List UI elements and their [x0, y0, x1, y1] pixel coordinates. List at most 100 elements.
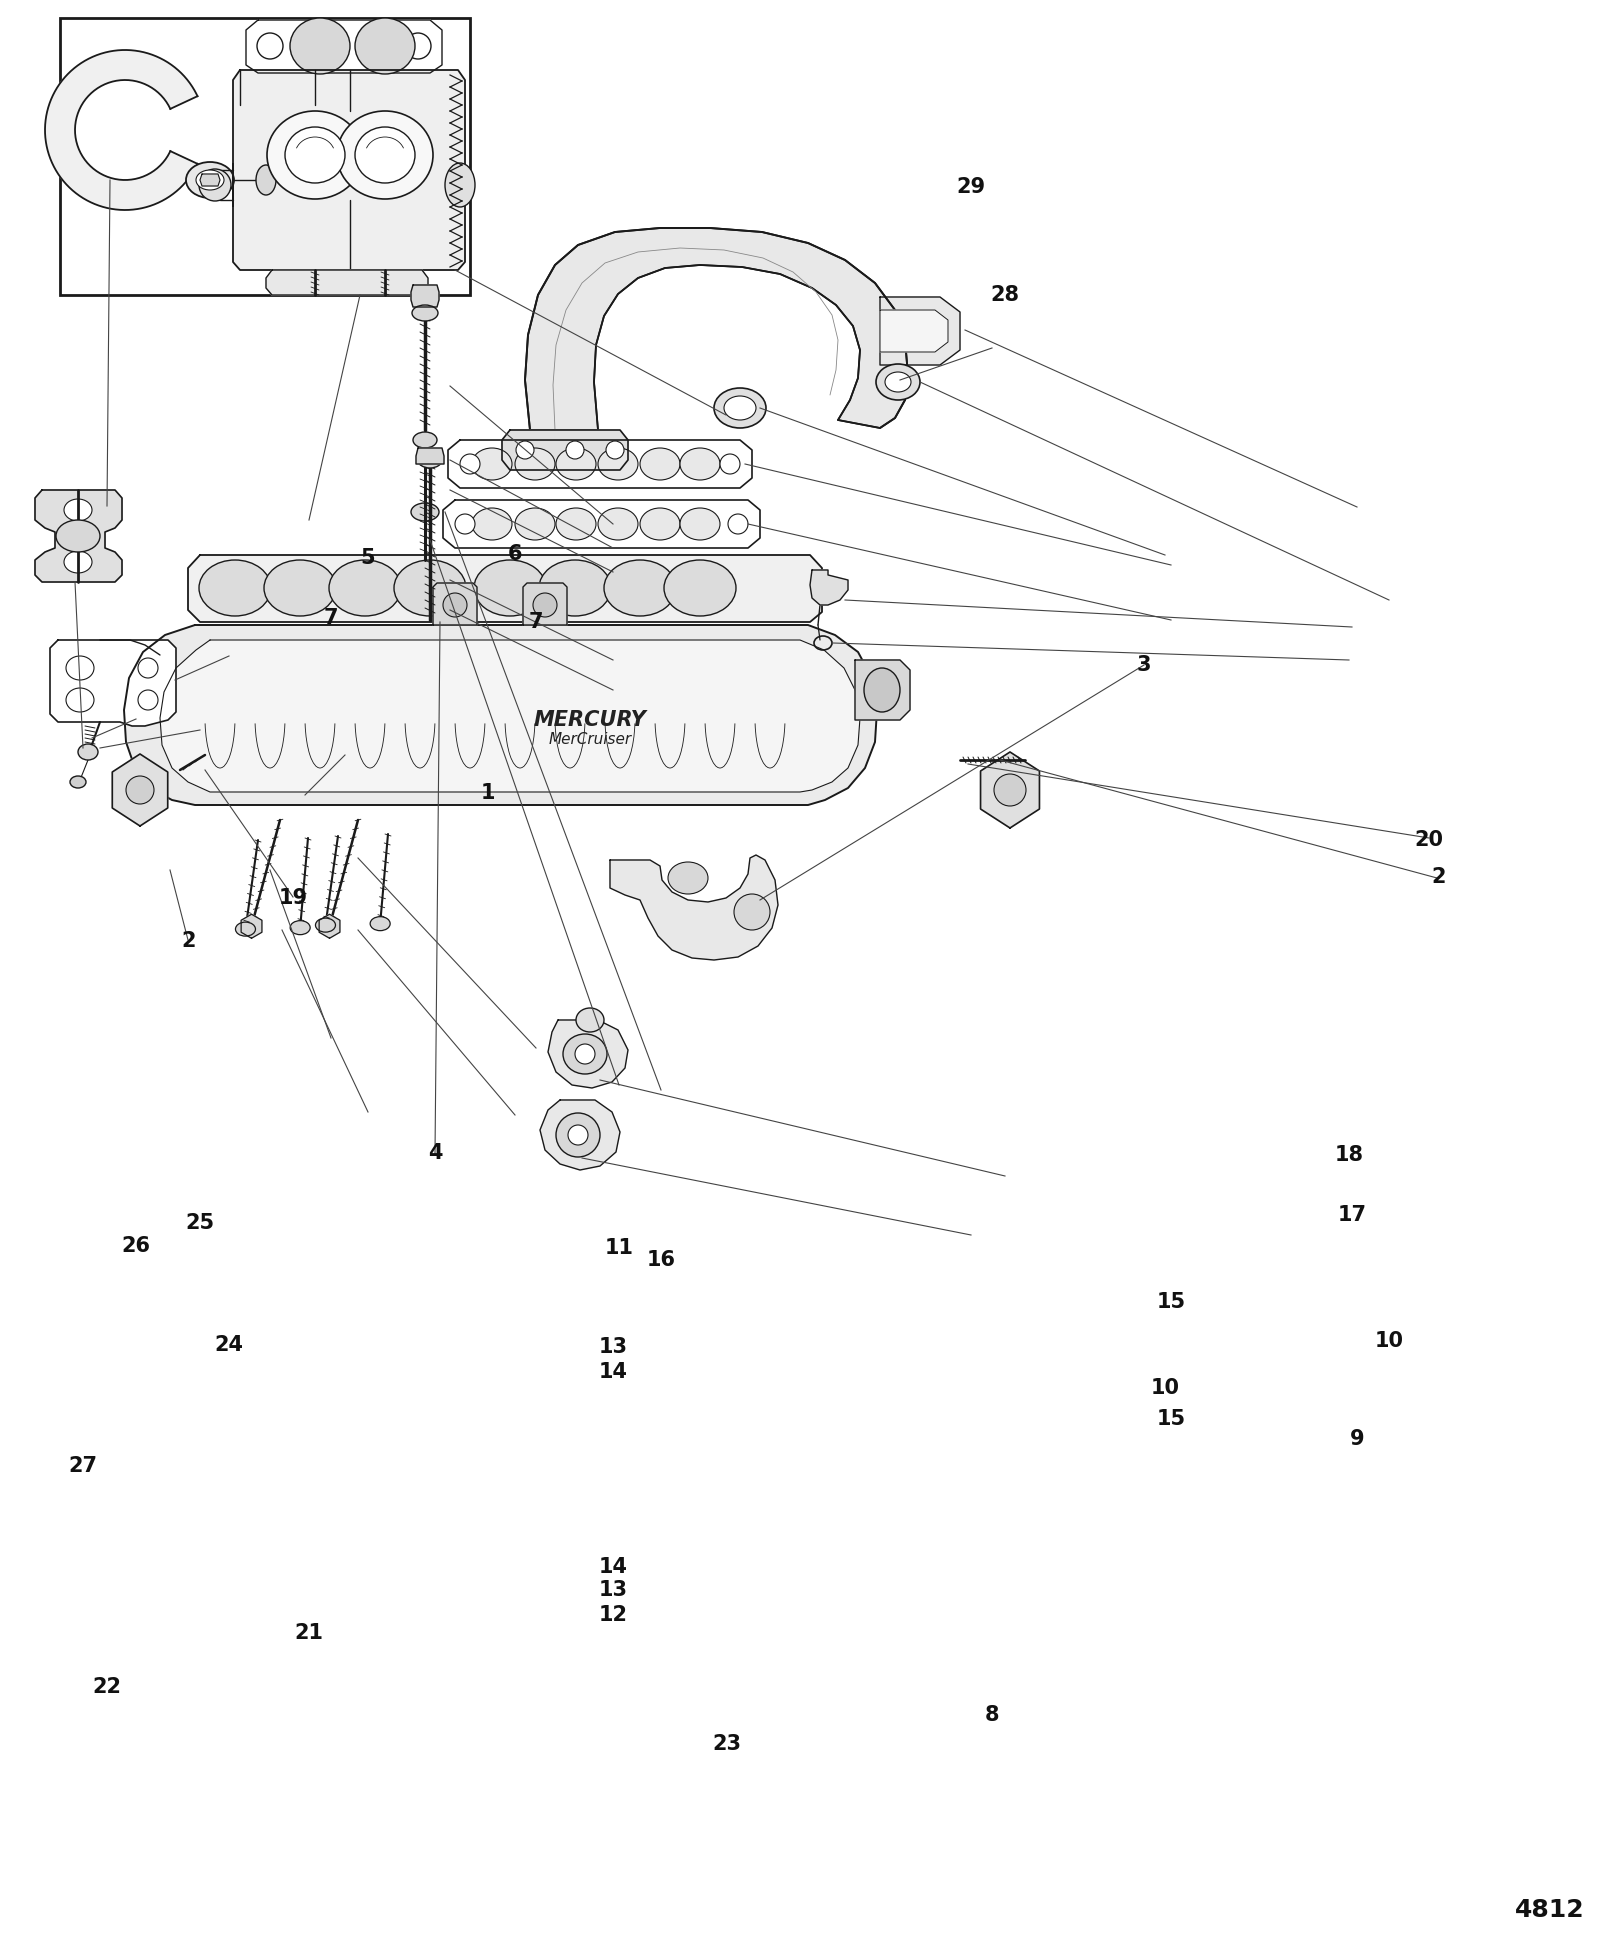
- Polygon shape: [234, 70, 466, 270]
- Polygon shape: [854, 661, 910, 719]
- Polygon shape: [547, 1021, 627, 1089]
- Ellipse shape: [405, 33, 430, 58]
- Ellipse shape: [418, 453, 442, 469]
- Text: 13: 13: [598, 1337, 627, 1357]
- Ellipse shape: [669, 861, 707, 894]
- Ellipse shape: [290, 17, 350, 74]
- Text: 28: 28: [990, 286, 1019, 305]
- Text: 10: 10: [1150, 1378, 1179, 1398]
- Ellipse shape: [443, 593, 467, 616]
- Polygon shape: [112, 754, 168, 826]
- Polygon shape: [523, 583, 566, 626]
- Polygon shape: [318, 914, 339, 939]
- Ellipse shape: [515, 447, 555, 480]
- Text: 15: 15: [1157, 1293, 1186, 1312]
- Ellipse shape: [70, 776, 86, 787]
- Ellipse shape: [186, 161, 234, 198]
- Ellipse shape: [66, 688, 94, 712]
- Polygon shape: [200, 175, 221, 187]
- Polygon shape: [525, 227, 909, 430]
- Polygon shape: [246, 19, 442, 74]
- Ellipse shape: [338, 111, 434, 198]
- Ellipse shape: [664, 560, 736, 616]
- Ellipse shape: [64, 500, 93, 521]
- Text: 26: 26: [122, 1236, 150, 1256]
- Ellipse shape: [413, 432, 437, 447]
- Polygon shape: [266, 270, 429, 295]
- Text: 8: 8: [984, 1705, 1000, 1724]
- Text: 17: 17: [1338, 1205, 1366, 1225]
- Ellipse shape: [198, 169, 230, 200]
- Ellipse shape: [557, 1114, 600, 1157]
- Ellipse shape: [885, 371, 910, 393]
- Polygon shape: [880, 297, 960, 365]
- Ellipse shape: [138, 690, 158, 710]
- Ellipse shape: [195, 169, 224, 191]
- Bar: [61, 17, 470, 295]
- Text: 5: 5: [360, 548, 376, 568]
- Text: 20: 20: [1414, 830, 1443, 850]
- Text: 10: 10: [1374, 1332, 1403, 1351]
- Polygon shape: [125, 626, 877, 805]
- Polygon shape: [189, 554, 822, 622]
- Text: 1: 1: [480, 783, 496, 803]
- Ellipse shape: [720, 455, 739, 474]
- Text: 6: 6: [507, 544, 523, 564]
- Text: 15: 15: [1157, 1409, 1186, 1429]
- Text: 16: 16: [646, 1250, 675, 1269]
- Ellipse shape: [355, 17, 414, 74]
- Text: 2: 2: [1430, 867, 1446, 886]
- Ellipse shape: [994, 774, 1026, 807]
- Ellipse shape: [605, 560, 675, 616]
- Ellipse shape: [413, 305, 438, 321]
- Text: 4812: 4812: [1515, 1897, 1586, 1923]
- Text: 14: 14: [598, 1557, 627, 1577]
- Text: 27: 27: [69, 1456, 98, 1475]
- Polygon shape: [502, 430, 627, 470]
- Polygon shape: [434, 583, 477, 626]
- Text: 25: 25: [186, 1213, 214, 1232]
- Polygon shape: [242, 914, 262, 939]
- Ellipse shape: [680, 447, 720, 480]
- Ellipse shape: [198, 560, 270, 616]
- Polygon shape: [880, 309, 947, 352]
- Ellipse shape: [734, 894, 770, 929]
- Ellipse shape: [566, 441, 584, 459]
- Ellipse shape: [56, 519, 99, 552]
- Text: MerCruiser: MerCruiser: [549, 733, 632, 748]
- Ellipse shape: [285, 126, 346, 183]
- Ellipse shape: [370, 918, 390, 931]
- Text: 21: 21: [294, 1623, 323, 1643]
- Ellipse shape: [472, 507, 512, 540]
- Polygon shape: [541, 1100, 621, 1170]
- Ellipse shape: [714, 389, 766, 428]
- Ellipse shape: [138, 657, 158, 678]
- Ellipse shape: [472, 447, 512, 480]
- Ellipse shape: [290, 921, 310, 935]
- Ellipse shape: [66, 655, 94, 680]
- Text: 19: 19: [278, 888, 307, 908]
- Ellipse shape: [78, 745, 98, 760]
- Ellipse shape: [454, 513, 475, 535]
- Text: 3: 3: [1136, 655, 1152, 675]
- Text: 18: 18: [1334, 1145, 1363, 1164]
- Text: 2: 2: [181, 931, 197, 951]
- Ellipse shape: [576, 1009, 605, 1032]
- Ellipse shape: [515, 441, 534, 459]
- Text: 9: 9: [1349, 1429, 1365, 1448]
- Polygon shape: [160, 640, 861, 791]
- Polygon shape: [411, 286, 438, 307]
- Text: 29: 29: [957, 177, 986, 196]
- Ellipse shape: [315, 918, 336, 931]
- Ellipse shape: [394, 560, 466, 616]
- Ellipse shape: [355, 126, 414, 183]
- Ellipse shape: [606, 441, 624, 459]
- Ellipse shape: [256, 165, 277, 194]
- Polygon shape: [35, 490, 122, 581]
- Ellipse shape: [411, 503, 438, 521]
- Ellipse shape: [126, 776, 154, 805]
- Ellipse shape: [539, 560, 611, 616]
- Ellipse shape: [568, 1126, 589, 1145]
- Polygon shape: [810, 570, 848, 605]
- Ellipse shape: [445, 163, 475, 206]
